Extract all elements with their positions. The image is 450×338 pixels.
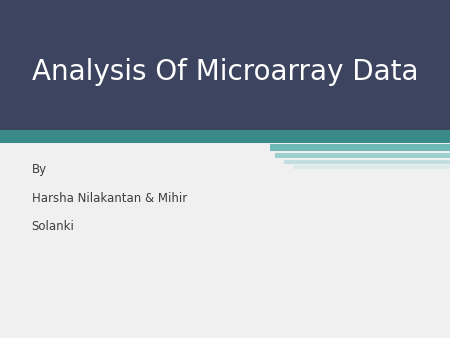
Bar xyxy=(270,144,450,151)
Text: By: By xyxy=(32,163,47,176)
Text: Analysis Of Microarray Data: Analysis Of Microarray Data xyxy=(32,58,418,86)
Bar xyxy=(0,0,450,130)
Bar xyxy=(0,130,450,143)
Bar xyxy=(284,160,450,164)
Text: Harsha Nilakantan & Mihir: Harsha Nilakantan & Mihir xyxy=(32,192,187,204)
Text: Solanki: Solanki xyxy=(32,220,74,233)
Bar xyxy=(292,165,450,169)
Bar xyxy=(274,153,450,158)
